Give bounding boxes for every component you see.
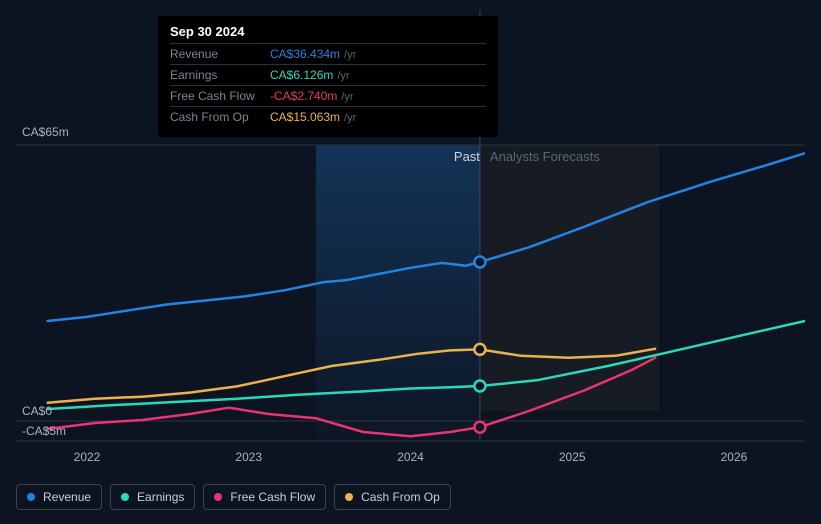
tooltip-row: EarningsCA$6.126m/yr <box>170 64 486 85</box>
legend-item-free-cash-flow[interactable]: Free Cash Flow <box>203 484 326 510</box>
tooltip-row-label: Earnings <box>170 68 270 82</box>
x-axis-label: 2025 <box>559 450 586 464</box>
tooltip-row-value: CA$36.434m <box>270 47 340 61</box>
tooltip-row-label: Cash From Op <box>170 110 270 124</box>
legend-dot-icon <box>345 493 353 501</box>
legend-item-earnings[interactable]: Earnings <box>110 484 195 510</box>
legend-item-label: Free Cash Flow <box>230 490 315 504</box>
tooltip-row: Cash From OpCA$15.063m/yr <box>170 106 486 127</box>
y-axis-label: CA$65m <box>22 125 69 139</box>
tooltip-row-unit: /yr <box>344 112 356 124</box>
y-axis-label: -CA$5m <box>22 424 66 438</box>
tooltip-row-unit: /yr <box>337 70 349 82</box>
tooltip-row-unit: /yr <box>341 91 353 103</box>
x-axis-label: 2026 <box>721 450 748 464</box>
past-label: Past <box>440 149 480 164</box>
earnings-revenue-chart: CA$65m CA$0 -CA$5m 2022 2023 2024 2025 2026 Pa… <box>16 0 805 524</box>
legend-dot-icon <box>121 493 129 501</box>
tooltip-row-label: Free Cash Flow <box>170 89 270 103</box>
chart-legend: Revenue Earnings Free Cash Flow Cash From O… <box>16 484 451 510</box>
tooltip-row: Free Cash Flow-CA$2.740m/yr <box>170 85 486 106</box>
tooltip-row-unit: /yr <box>344 49 356 61</box>
legend-item-cash-from-op[interactable]: Cash From Op <box>334 484 451 510</box>
tooltip-row-label: Revenue <box>170 47 270 61</box>
legend-item-label: Revenue <box>43 490 91 504</box>
x-axis-label: 2023 <box>235 450 262 464</box>
x-axis-label: 2022 <box>74 450 101 464</box>
tooltip-row-value: CA$6.126m <box>270 68 333 82</box>
x-axis-labels: 2022 2023 2024 2025 2026 <box>16 450 805 470</box>
tooltip-row: RevenueCA$36.434m/yr <box>170 43 486 64</box>
tooltip-row-value: CA$15.063m <box>270 110 340 124</box>
legend-dot-icon <box>214 493 222 501</box>
tooltip-row-value: -CA$2.740m <box>270 89 337 103</box>
x-axis-label: 2024 <box>397 450 424 464</box>
legend-dot-icon <box>27 493 35 501</box>
y-axis-label: CA$0 <box>22 404 52 418</box>
tooltip-date: Sep 30 2024 <box>170 24 486 43</box>
legend-item-label: Earnings <box>137 490 184 504</box>
forecast-label: Analysts Forecasts <box>490 149 600 164</box>
legend-item-revenue[interactable]: Revenue <box>16 484 102 510</box>
chart-tooltip: Sep 30 2024 RevenueCA$36.434m/yrEarnings… <box>158 16 498 137</box>
legend-item-label: Cash From Op <box>361 490 440 504</box>
